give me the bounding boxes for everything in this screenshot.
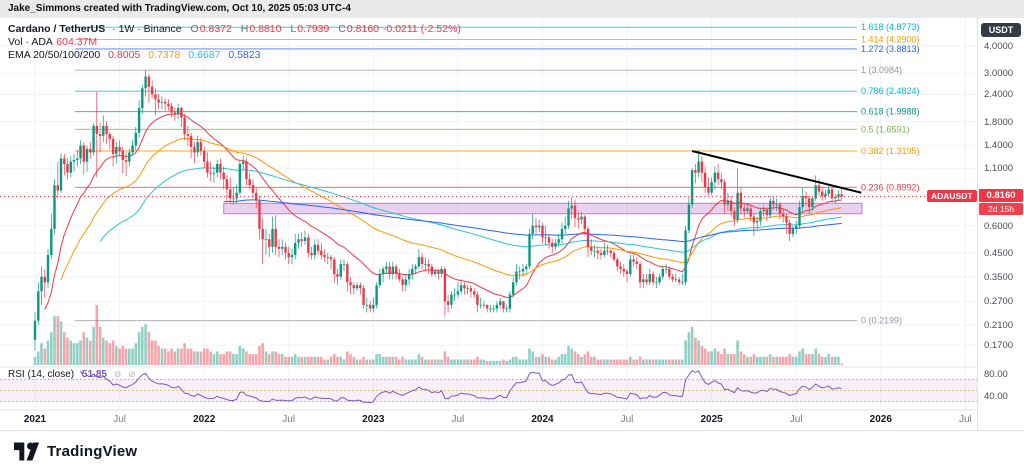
fib-level-label: 1 (3.0984) bbox=[861, 65, 902, 75]
fib-retracement: 1.618 (4.8773) 1.414 (4.2900)1.272 (3.881… bbox=[75, 22, 920, 326]
rsi-label[interactable]: RSI (14, close) bbox=[8, 369, 75, 380]
ema50-value: 0.7378 bbox=[148, 49, 181, 61]
symbol-meta: · 1W · Binance bbox=[112, 23, 182, 35]
change-value: -0.0211 (-2.52%) bbox=[382, 23, 461, 35]
volume-bars bbox=[33, 305, 843, 365]
legend: Cardano / TetherUS · 1W · Binance O0.837… bbox=[8, 23, 461, 62]
price-tick: 0.2700 bbox=[984, 296, 1014, 307]
ema100-value: 0.6687 bbox=[188, 49, 221, 61]
chart-canvas[interactable]: 1.618 (4.8773) 1.414 (4.2900)1.272 (3.881… bbox=[0, 18, 978, 430]
fib-level-label: 0.236 (0.8992) bbox=[861, 182, 920, 192]
rsi-pane bbox=[0, 369, 978, 404]
time-axis-label: Jul bbox=[621, 414, 634, 425]
fib-level-label: 0.382 (1.3195) bbox=[861, 146, 920, 156]
volume-label[interactable]: Vol · ADA bbox=[8, 36, 53, 48]
tradingview-brand[interactable]: TradingView bbox=[0, 431, 1024, 461]
support-zone bbox=[223, 202, 863, 215]
time-axis-label: 2026 bbox=[870, 414, 893, 425]
symbol-legend-row: Cardano / TetherUS · 1W · Binance O0.837… bbox=[8, 23, 461, 36]
time-axis-label: 2023 bbox=[362, 414, 385, 425]
price-tick: 0.1700 bbox=[984, 340, 1014, 351]
fib-level-label: 1.414 (4.2900) bbox=[861, 34, 920, 44]
time-axis-label: Jul bbox=[452, 414, 465, 425]
rsi-tick: 80.00 bbox=[984, 369, 1008, 380]
fib-level-label: 0.618 (1.9988) bbox=[861, 107, 920, 117]
ohlc-open-value: 0.8372 bbox=[199, 23, 232, 35]
price-tick: 1.1000 bbox=[984, 163, 1014, 174]
rsi-legend-row: RSI (14, close) 51.85 ⊘ ⊘ bbox=[8, 369, 136, 380]
rsi-value: 51.85 bbox=[81, 369, 107, 380]
time-axis-label: 2021 bbox=[24, 414, 47, 425]
price-tick: 1.4000 bbox=[984, 140, 1014, 151]
price-tick: 3.0000 bbox=[984, 68, 1014, 79]
attribution-text: Jake_Simmons created with TradingView.co… bbox=[8, 3, 351, 14]
last-price-badge: 0.8160 bbox=[979, 189, 1023, 202]
chart-region: 1.618 (4.8773) 1.414 (4.2900) 1.272 (3.881… bbox=[0, 18, 1024, 430]
price-tick: 2.4000 bbox=[984, 89, 1014, 100]
tradingview-logo-icon bbox=[14, 442, 40, 461]
price-tick: 0.3500 bbox=[984, 272, 1014, 283]
price-scale[interactable]: USDT 4.0000 3.0000 2.4000 1.8000 1.4000 1.100… bbox=[977, 18, 1024, 430]
time-axis-label: Jul bbox=[790, 414, 803, 425]
ema200-value: 0.5823 bbox=[228, 49, 261, 61]
time-axis: 2021 Jul 2022 Jul 2023 Jul 2024 Jul 2025 Jul 2026 J… bbox=[24, 414, 972, 425]
ohlc-low-value: 0.7939 bbox=[297, 23, 330, 35]
volume-value: 604.37M bbox=[56, 36, 98, 48]
candles bbox=[33, 70, 843, 351]
time-axis-label: 2024 bbox=[531, 414, 554, 425]
ohlc-high-value: 0.8810 bbox=[249, 23, 282, 35]
symbol-title[interactable]: Cardano / TetherUS bbox=[8, 23, 106, 35]
ema-legend-row: EMA 20/50/100/200 0.8005 0.7378 0.6687 0… bbox=[8, 49, 461, 62]
fib-level-label: 0.5 (1.6591) bbox=[861, 124, 910, 134]
time-axis-label: Jul bbox=[959, 414, 972, 425]
price-tick: 0.6000 bbox=[984, 221, 1014, 232]
fib-level-label: 0 (0.2199) bbox=[861, 316, 902, 326]
footer: TradingView bbox=[0, 430, 1024, 473]
fib-level-label: 0.786 (2.4824) bbox=[861, 86, 920, 96]
ema20-value: 0.8005 bbox=[108, 49, 141, 61]
bar-countdown-badge: 2d 15h bbox=[979, 203, 1023, 215]
price-tick: 4.0000 bbox=[984, 41, 1014, 52]
ohlc-close-key: C bbox=[338, 23, 346, 35]
rsi-hide-icon[interactable]: ⊘ bbox=[113, 369, 122, 379]
rsi-tick: 40.00 bbox=[984, 391, 1008, 402]
attribution-bar: Jake_Simmons created with TradingView.co… bbox=[0, 0, 1024, 18]
fib-level-label: 1.618 (4.8773) bbox=[861, 22, 920, 32]
price-tick: 0.4500 bbox=[984, 248, 1014, 259]
time-axis-label: Jul bbox=[282, 414, 295, 425]
ohlc-open-key: O bbox=[190, 23, 199, 35]
fib-level-label: 1.272 (3.8813) bbox=[861, 44, 920, 54]
time-axis-label: 2022 bbox=[193, 414, 216, 425]
trendline bbox=[691, 150, 862, 194]
price-tick: 1.8000 bbox=[984, 117, 1014, 128]
ohlc-low-key: L bbox=[290, 23, 297, 35]
time-axis-label: Jul bbox=[113, 414, 126, 425]
ema-label[interactable]: EMA 20/50/100/200 bbox=[8, 49, 101, 61]
ohlc-high-key: H bbox=[240, 23, 249, 35]
time-axis-label: 2025 bbox=[700, 414, 723, 425]
symbol-price-flag: ADAUSDT bbox=[927, 190, 977, 202]
rsi-settings-icon[interactable]: ⊘ bbox=[128, 369, 136, 379]
currency-badge[interactable]: USDT bbox=[981, 23, 1021, 37]
pane-dividers bbox=[0, 366, 978, 411]
volume-legend-row: Vol · ADA 604.37M bbox=[8, 36, 461, 49]
tradingview-wordmark: TradingView bbox=[47, 443, 138, 460]
ohlc-close-value: 0.8160 bbox=[346, 23, 380, 35]
price-tick: 0.2100 bbox=[984, 320, 1014, 331]
